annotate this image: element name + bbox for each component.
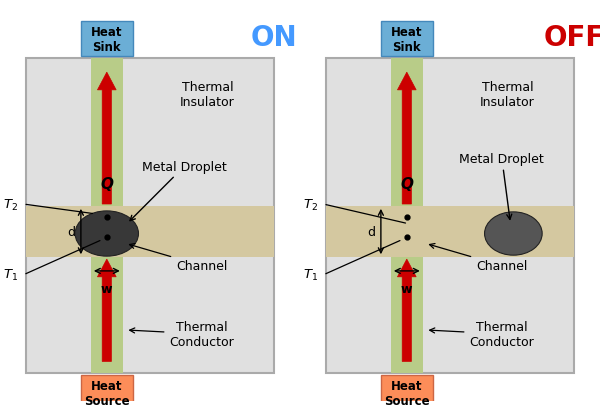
Text: Heat
Sink: Heat Sink: [391, 26, 422, 54]
Text: $\boldsymbol{Q}$: $\boldsymbol{Q}$: [100, 175, 114, 193]
Text: $T_2$: $T_2$: [303, 197, 318, 212]
Text: Thermal
Insulator: Thermal Insulator: [480, 81, 535, 109]
FancyBboxPatch shape: [81, 375, 133, 409]
Text: w: w: [401, 282, 413, 295]
Text: OFF: OFF: [543, 24, 600, 52]
Text: Thermal
Conductor: Thermal Conductor: [130, 320, 234, 348]
Bar: [26, 207, 274, 258]
Text: w: w: [101, 282, 113, 295]
Text: Channel: Channel: [430, 244, 527, 272]
Text: Metal Droplet: Metal Droplet: [460, 152, 544, 220]
Text: $T_2$: $T_2$: [3, 197, 18, 212]
Text: Thermal
Insulator: Thermal Insulator: [180, 81, 235, 109]
Ellipse shape: [75, 211, 139, 256]
FancyBboxPatch shape: [326, 59, 574, 373]
Text: $\boldsymbol{Q}$: $\boldsymbol{Q}$: [400, 175, 414, 193]
Text: Heat
Source: Heat Source: [84, 379, 130, 407]
FancyBboxPatch shape: [81, 22, 133, 57]
FancyArrow shape: [97, 73, 116, 204]
FancyArrow shape: [397, 73, 416, 204]
Ellipse shape: [485, 212, 542, 256]
Bar: [391, 59, 422, 373]
FancyArrow shape: [397, 259, 416, 362]
Text: Metal Droplet: Metal Droplet: [130, 160, 227, 221]
Text: Thermal
Conductor: Thermal Conductor: [430, 320, 534, 348]
FancyBboxPatch shape: [26, 59, 274, 373]
Text: $T_1$: $T_1$: [303, 267, 318, 283]
Text: Channel: Channel: [130, 244, 227, 272]
FancyArrow shape: [97, 259, 116, 362]
FancyBboxPatch shape: [381, 375, 433, 409]
Text: Heat
Source: Heat Source: [384, 379, 430, 407]
Text: d: d: [368, 225, 376, 238]
Text: ON: ON: [251, 24, 297, 52]
Text: $T_1$: $T_1$: [3, 267, 18, 283]
Bar: [91, 59, 122, 373]
Bar: [326, 207, 574, 258]
Text: Heat
Sink: Heat Sink: [91, 26, 122, 54]
Text: d: d: [68, 225, 76, 238]
FancyBboxPatch shape: [381, 22, 433, 57]
